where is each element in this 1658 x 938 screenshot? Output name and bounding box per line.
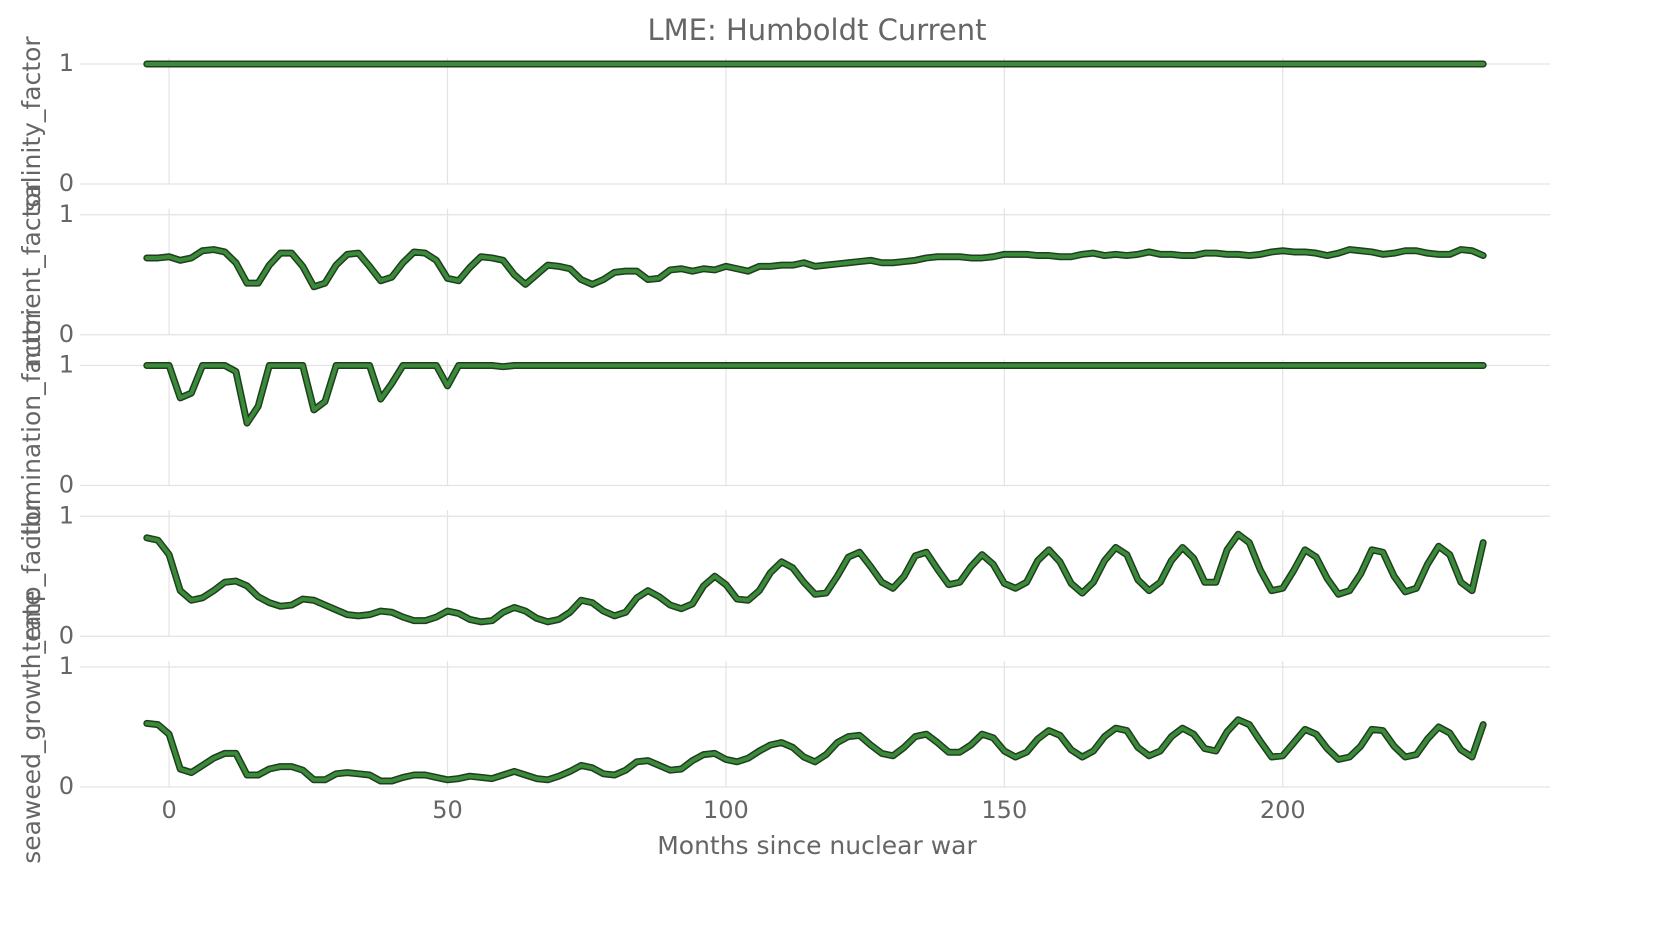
x-tick-label: 200 [1260, 796, 1306, 824]
line [144, 247, 1486, 289]
y-tick-label: 0 [59, 772, 74, 800]
x-tick-label: 0 [161, 796, 176, 824]
y-tick-label: 0 [59, 320, 74, 348]
y-axis-label: salinity_factor [17, 36, 46, 212]
line [144, 532, 1486, 624]
x-tick-label: 50 [432, 796, 463, 824]
chart-title: LME: Humboldt Current [647, 13, 986, 47]
y-axis-label: seaweed_growth_rate [17, 590, 46, 864]
x-tick-label: 150 [981, 796, 1027, 824]
line [144, 717, 1486, 783]
x-tick-label: 100 [703, 796, 749, 824]
y-axis-label: temp_factor [17, 500, 46, 652]
x-axis-label: Months since nuclear war [657, 831, 977, 860]
y-axis-label: nutrient_factor [17, 181, 46, 367]
y-tick-label: 0 [59, 169, 74, 197]
line [144, 363, 1486, 426]
y-tick-label: 1 [59, 501, 74, 529]
y-tick-label: 1 [59, 351, 74, 379]
y-tick-label: 1 [59, 49, 74, 77]
y-tick-label: 1 [59, 200, 74, 228]
y-axis-label: illumination_factor [17, 308, 46, 541]
y-tick-label: 0 [59, 621, 74, 649]
y-tick-label: 0 [59, 471, 74, 499]
y-tick-label: 1 [59, 652, 74, 680]
